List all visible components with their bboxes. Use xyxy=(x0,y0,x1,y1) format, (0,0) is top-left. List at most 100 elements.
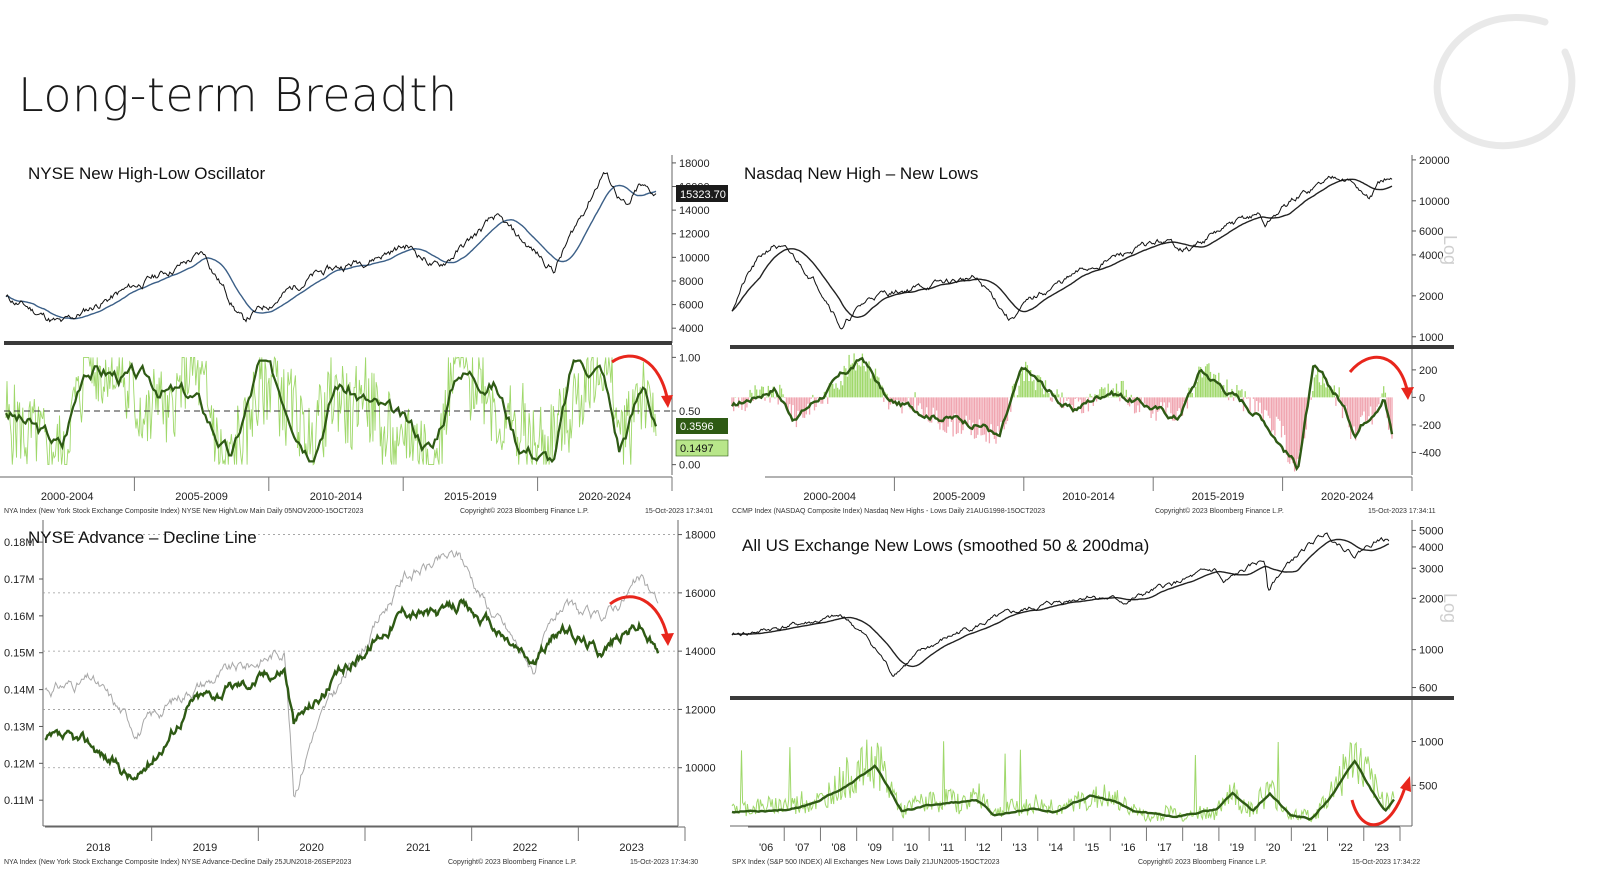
osc-axis-tick-label: 1.00 xyxy=(679,352,700,364)
last-price-tag xyxy=(676,185,728,202)
price-axis: 1800016000140001200010000800060004000 xyxy=(672,158,710,335)
chart-title: NYSE Advance – Decline Line xyxy=(28,528,257,547)
osc-value-light: 0.1497 xyxy=(680,443,714,455)
x-axis-tick-label: '09 xyxy=(868,842,882,854)
price-axis-tick-label: 4000 xyxy=(1419,250,1443,262)
red-arrowhead xyxy=(661,395,673,408)
lows-axis-tick-label: 500 xyxy=(1419,780,1437,792)
pane-divider xyxy=(4,341,672,345)
x-axis-tick-label: '11 xyxy=(940,842,954,854)
right-axis: 18000 16000 14000 12000 10000 xyxy=(678,530,716,775)
red-trend-arrow xyxy=(611,354,670,403)
price-line xyxy=(5,171,657,323)
x-axis-tick-label: '06 xyxy=(759,842,773,854)
new-lows-200dma-line xyxy=(731,759,1395,821)
osc-axis-tick-label: -400 xyxy=(1419,447,1441,459)
x-axis-tick-label: '07 xyxy=(795,842,809,854)
price-axis-tick-label: 8000 xyxy=(679,276,703,288)
osc-axis-tick-label: 0.00 xyxy=(679,460,700,472)
x-axis-tick-label: 2020-2024 xyxy=(578,491,631,503)
price-axis-tick-label: 14000 xyxy=(679,205,710,217)
x-axis-tick-label: 2000-2004 xyxy=(803,491,856,503)
copyright-note: Copyright© 2023 Bloomberg Finance L.P. xyxy=(448,858,577,866)
price-axis-tick-label: 10000 xyxy=(1419,196,1450,208)
x-axis-tick-label: 2020 xyxy=(299,842,323,854)
advance-decline-line xyxy=(44,597,660,782)
right-axis-tick-label: 10000 xyxy=(685,763,716,775)
x-axis-tick-label: 2010-2014 xyxy=(310,491,363,503)
left-axis-tick-label: 0.18M xyxy=(4,537,35,549)
x-axis-tick-label: '12 xyxy=(976,842,990,854)
price-axis-tick-label: 20000 xyxy=(1419,155,1450,167)
price-axis-tick-label: 3000 xyxy=(1419,563,1443,575)
right-axis-tick-label: 14000 xyxy=(685,646,716,658)
x-axis-tick-label: 2019 xyxy=(193,842,217,854)
pane-divider xyxy=(730,696,1454,700)
x-axis-tick-label: 2020-2024 xyxy=(1321,491,1374,503)
x-axis: 2000-2004 2005-2009 2010-2014 2015-2019 2020… xyxy=(765,476,1413,503)
copyright-note: Copyright© 2023 Bloomberg Finance L.P. xyxy=(1155,507,1284,515)
price-axis-tick-label: 18000 xyxy=(679,158,710,170)
osc-axis-tick-label: 200 xyxy=(1419,365,1437,377)
left-axis-tick-label: 0.17M xyxy=(4,574,35,586)
x-axis-tick-label: '16 xyxy=(1121,842,1135,854)
x-axis-tick-label: 2005-2009 xyxy=(933,491,986,503)
log-axis-label: Log xyxy=(1440,235,1460,265)
advance-decline-series xyxy=(44,597,660,782)
x-axis-tick-label: '20 xyxy=(1266,842,1280,854)
lows-axis-tick-label: 1000 xyxy=(1419,736,1443,748)
x-axis-tick-label: '10 xyxy=(904,842,918,854)
price-axis-tick-label: 2000 xyxy=(1419,593,1443,605)
right-axis-tick-label: 16000 xyxy=(685,588,716,600)
price-axis-tick-label: 4000 xyxy=(679,323,703,335)
price-line xyxy=(731,175,1393,330)
copyright-note: Copyright© 2023 Bloomberg Finance L.P. xyxy=(1138,858,1267,866)
net-highs-line xyxy=(730,356,1394,472)
price-axis-tick-label: 600 xyxy=(1419,683,1437,695)
x-axis-tick-label: '18 xyxy=(1194,842,1208,854)
copyright-note: Copyright© 2023 Bloomberg Finance L.P. xyxy=(460,507,589,515)
moving-average-line xyxy=(731,538,1390,668)
x-axis-tick-label: 2021 xyxy=(406,842,430,854)
grid-lines xyxy=(43,534,678,769)
right-axis-tick-label: 18000 xyxy=(685,530,716,542)
osc-value-dark: 0.3596 xyxy=(680,421,714,433)
decorative-ring-logo xyxy=(1433,13,1576,150)
oscillator-series xyxy=(730,353,1394,472)
chart-title: All US Exchange New Lows (smoothed 50 & … xyxy=(742,536,1149,555)
price-axis-tick-label: 6000 xyxy=(679,300,703,312)
price-axis-tick-label: 2000 xyxy=(1419,291,1443,303)
x-axis-tick-label: 2015-2019 xyxy=(1192,491,1245,503)
page-title: Long-term Breadth xyxy=(18,68,458,122)
source-note: NYA Index (New York Stock Exchange Compo… xyxy=(4,508,363,515)
price-line xyxy=(731,532,1390,677)
price-series xyxy=(731,175,1393,330)
x-axis: 2018 2019 2020 2021 2022 2023 xyxy=(45,826,686,854)
x-axis-tick-label: 2022 xyxy=(513,842,537,854)
x-axis-tick-label: 2010-2014 xyxy=(1062,491,1115,503)
timestamp-note: 15-Oct-2023 17:34:30 xyxy=(630,859,698,866)
x-axis-tick-label: '21 xyxy=(1302,842,1316,854)
price-axis-tick-label: 5000 xyxy=(1419,525,1443,537)
right-axis-tick-label: 12000 xyxy=(685,704,716,716)
osc-value-tag-dark xyxy=(676,418,728,434)
timestamp-note: 15-Oct-2023 17:34:01 xyxy=(645,508,713,515)
raw-oscillator-line xyxy=(5,356,657,466)
osc-axis-tick-label: 0 xyxy=(1419,392,1425,404)
log-axis-label: Log xyxy=(1440,593,1460,623)
chart-title: Nasdaq New High – New Lows xyxy=(744,164,978,183)
left-axis: 0.18M 0.17M 0.16M 0.15M 0.14M 0.13M 0.12M 0.11M xyxy=(4,537,43,807)
x-axis-tick-label: 2005-2009 xyxy=(175,491,228,503)
left-axis-tick-label: 0.11M xyxy=(4,795,34,807)
x-axis-tick-label: 2023 xyxy=(619,842,643,854)
x-axis: '06 '07 '08 '09 '10 '11 '12 '13 '14 '15 '16 '17 '18 '… xyxy=(748,826,1401,854)
left-axis-tick-label: 0.16M xyxy=(4,611,35,623)
oscillator-axis: 200 0 -200 -400 xyxy=(1412,365,1441,459)
price-axis-tick-label: 1000 xyxy=(1419,332,1443,344)
last-price-value: 15323.70 xyxy=(680,189,726,201)
price-axis-tick-label: 12000 xyxy=(679,229,710,241)
